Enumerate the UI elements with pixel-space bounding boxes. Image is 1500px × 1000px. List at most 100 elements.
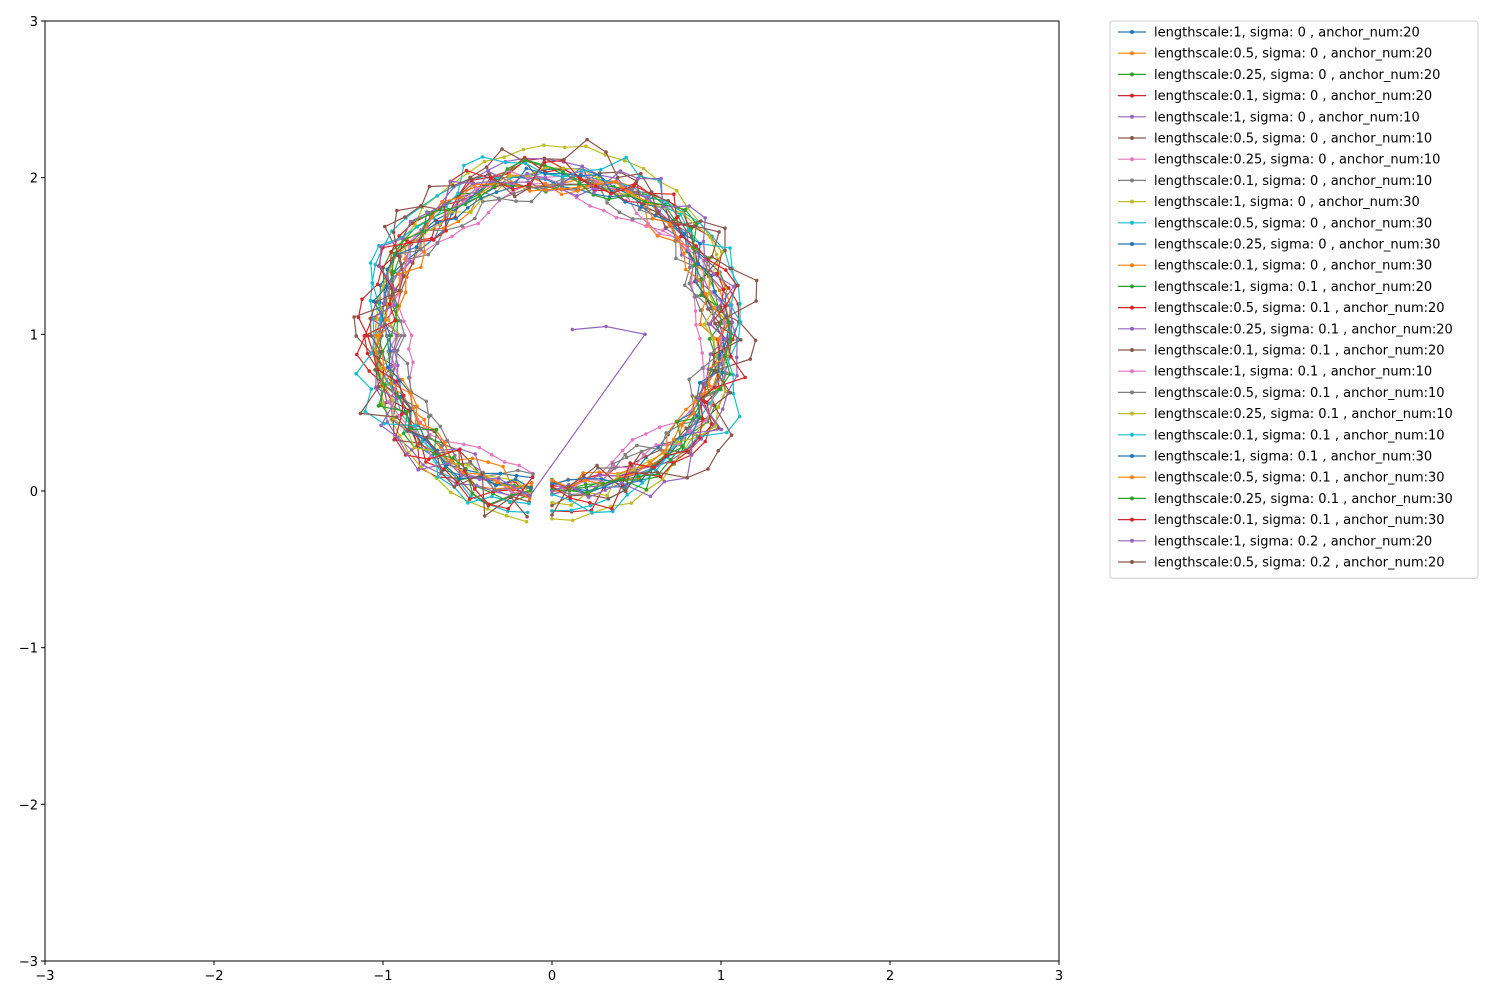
data-point [415,404,419,409]
data-point [419,248,423,252]
data-point [370,281,375,285]
data-point [693,263,697,267]
data-point [671,437,676,442]
legend-label: lengthscale:1, sigma: 0.1 , anchor_num:1… [1154,365,1432,380]
legend-label: lengthscale:0.5, sigma: 0 , anchor_num:2… [1154,47,1432,62]
data-point [492,184,497,189]
data-point [416,468,420,472]
data-point [460,224,464,228]
data-point [470,456,475,461]
data-point [419,265,423,270]
data-point [594,184,598,188]
data-point [382,366,386,371]
legend-label: lengthscale:0.1, sigma: 0 , anchor_num:3… [1154,259,1432,274]
data-point [661,450,665,454]
data-point [381,402,386,406]
data-point [682,283,687,288]
data-point [430,215,435,219]
data-point [562,157,566,162]
data-point [550,489,554,494]
data-point [435,241,440,245]
data-point [511,187,515,192]
data-point [728,390,733,395]
data-point [717,230,721,234]
data-point [374,368,378,372]
data-point [717,288,722,293]
data-point [613,466,617,470]
data-point [399,333,404,338]
data-point [454,216,458,221]
data-point [692,224,697,228]
data-point [737,414,742,419]
data-point [467,497,472,501]
data-point [716,449,720,453]
legend-entry: lengthscale:0.5, sigma: 0.1 , anchor_num… [1118,386,1445,401]
data-point [527,501,531,506]
data-point [395,435,400,440]
data-point [408,241,412,245]
data-point [624,155,628,160]
data-point [382,301,386,306]
legend-swatch-marker [1130,263,1134,268]
data-point [561,169,565,174]
data-point [457,476,462,481]
data-point [478,194,482,199]
y-tick-label: −1 [19,642,38,657]
data-point [716,405,720,409]
data-point [369,387,374,391]
data-point [527,496,532,501]
data-point [723,226,727,230]
data-point [389,381,394,385]
data-point [377,385,381,389]
data-point [724,371,729,376]
data-point [628,461,632,465]
data-point [657,232,662,236]
data-point [700,366,705,370]
data-point [550,517,554,521]
data-point [639,478,643,483]
data-point [636,176,640,181]
legend-label: lengthscale:0.5, sigma: 0.1 , anchor_num… [1154,386,1445,401]
legend-label: lengthscale:0.25, sigma: 0 , anchor_num:… [1154,238,1440,253]
data-point [658,474,663,479]
data-point [724,304,728,308]
data-point [497,197,502,202]
data-point [527,182,531,187]
data-point [601,482,606,486]
data-point [414,245,419,249]
data-point [618,477,622,481]
data-point [543,182,548,186]
data-point [394,396,399,401]
data-point [466,463,471,467]
data-point [604,150,608,154]
data-point [384,333,389,338]
data-point [474,483,479,488]
data-point [406,428,411,433]
data-point [387,302,392,307]
data-point [374,386,378,390]
legend-entry: lengthscale:1, sigma: 0.2 , anchor_num:2… [1118,534,1432,549]
data-point [470,491,475,496]
data-point [596,176,601,180]
data-point [693,294,697,299]
data-point [753,338,758,343]
data-point [703,382,707,387]
data-point [391,230,396,235]
data-point [370,351,374,355]
data-point [642,452,646,457]
data-point [581,471,585,475]
data-point [706,467,710,471]
data-point [509,495,513,500]
data-point [376,317,380,321]
data-point [595,463,599,468]
legend-label: lengthscale:1, sigma: 0.1 , anchor_num:2… [1154,280,1432,295]
data-point [603,153,607,157]
data-point [566,478,570,482]
data-point [696,396,701,401]
data-point [616,472,620,477]
data-point [675,420,679,424]
data-point [411,406,416,411]
data-point [624,455,629,460]
x-tick-label: 0 [548,969,556,984]
legend-swatch-marker [1130,93,1134,98]
